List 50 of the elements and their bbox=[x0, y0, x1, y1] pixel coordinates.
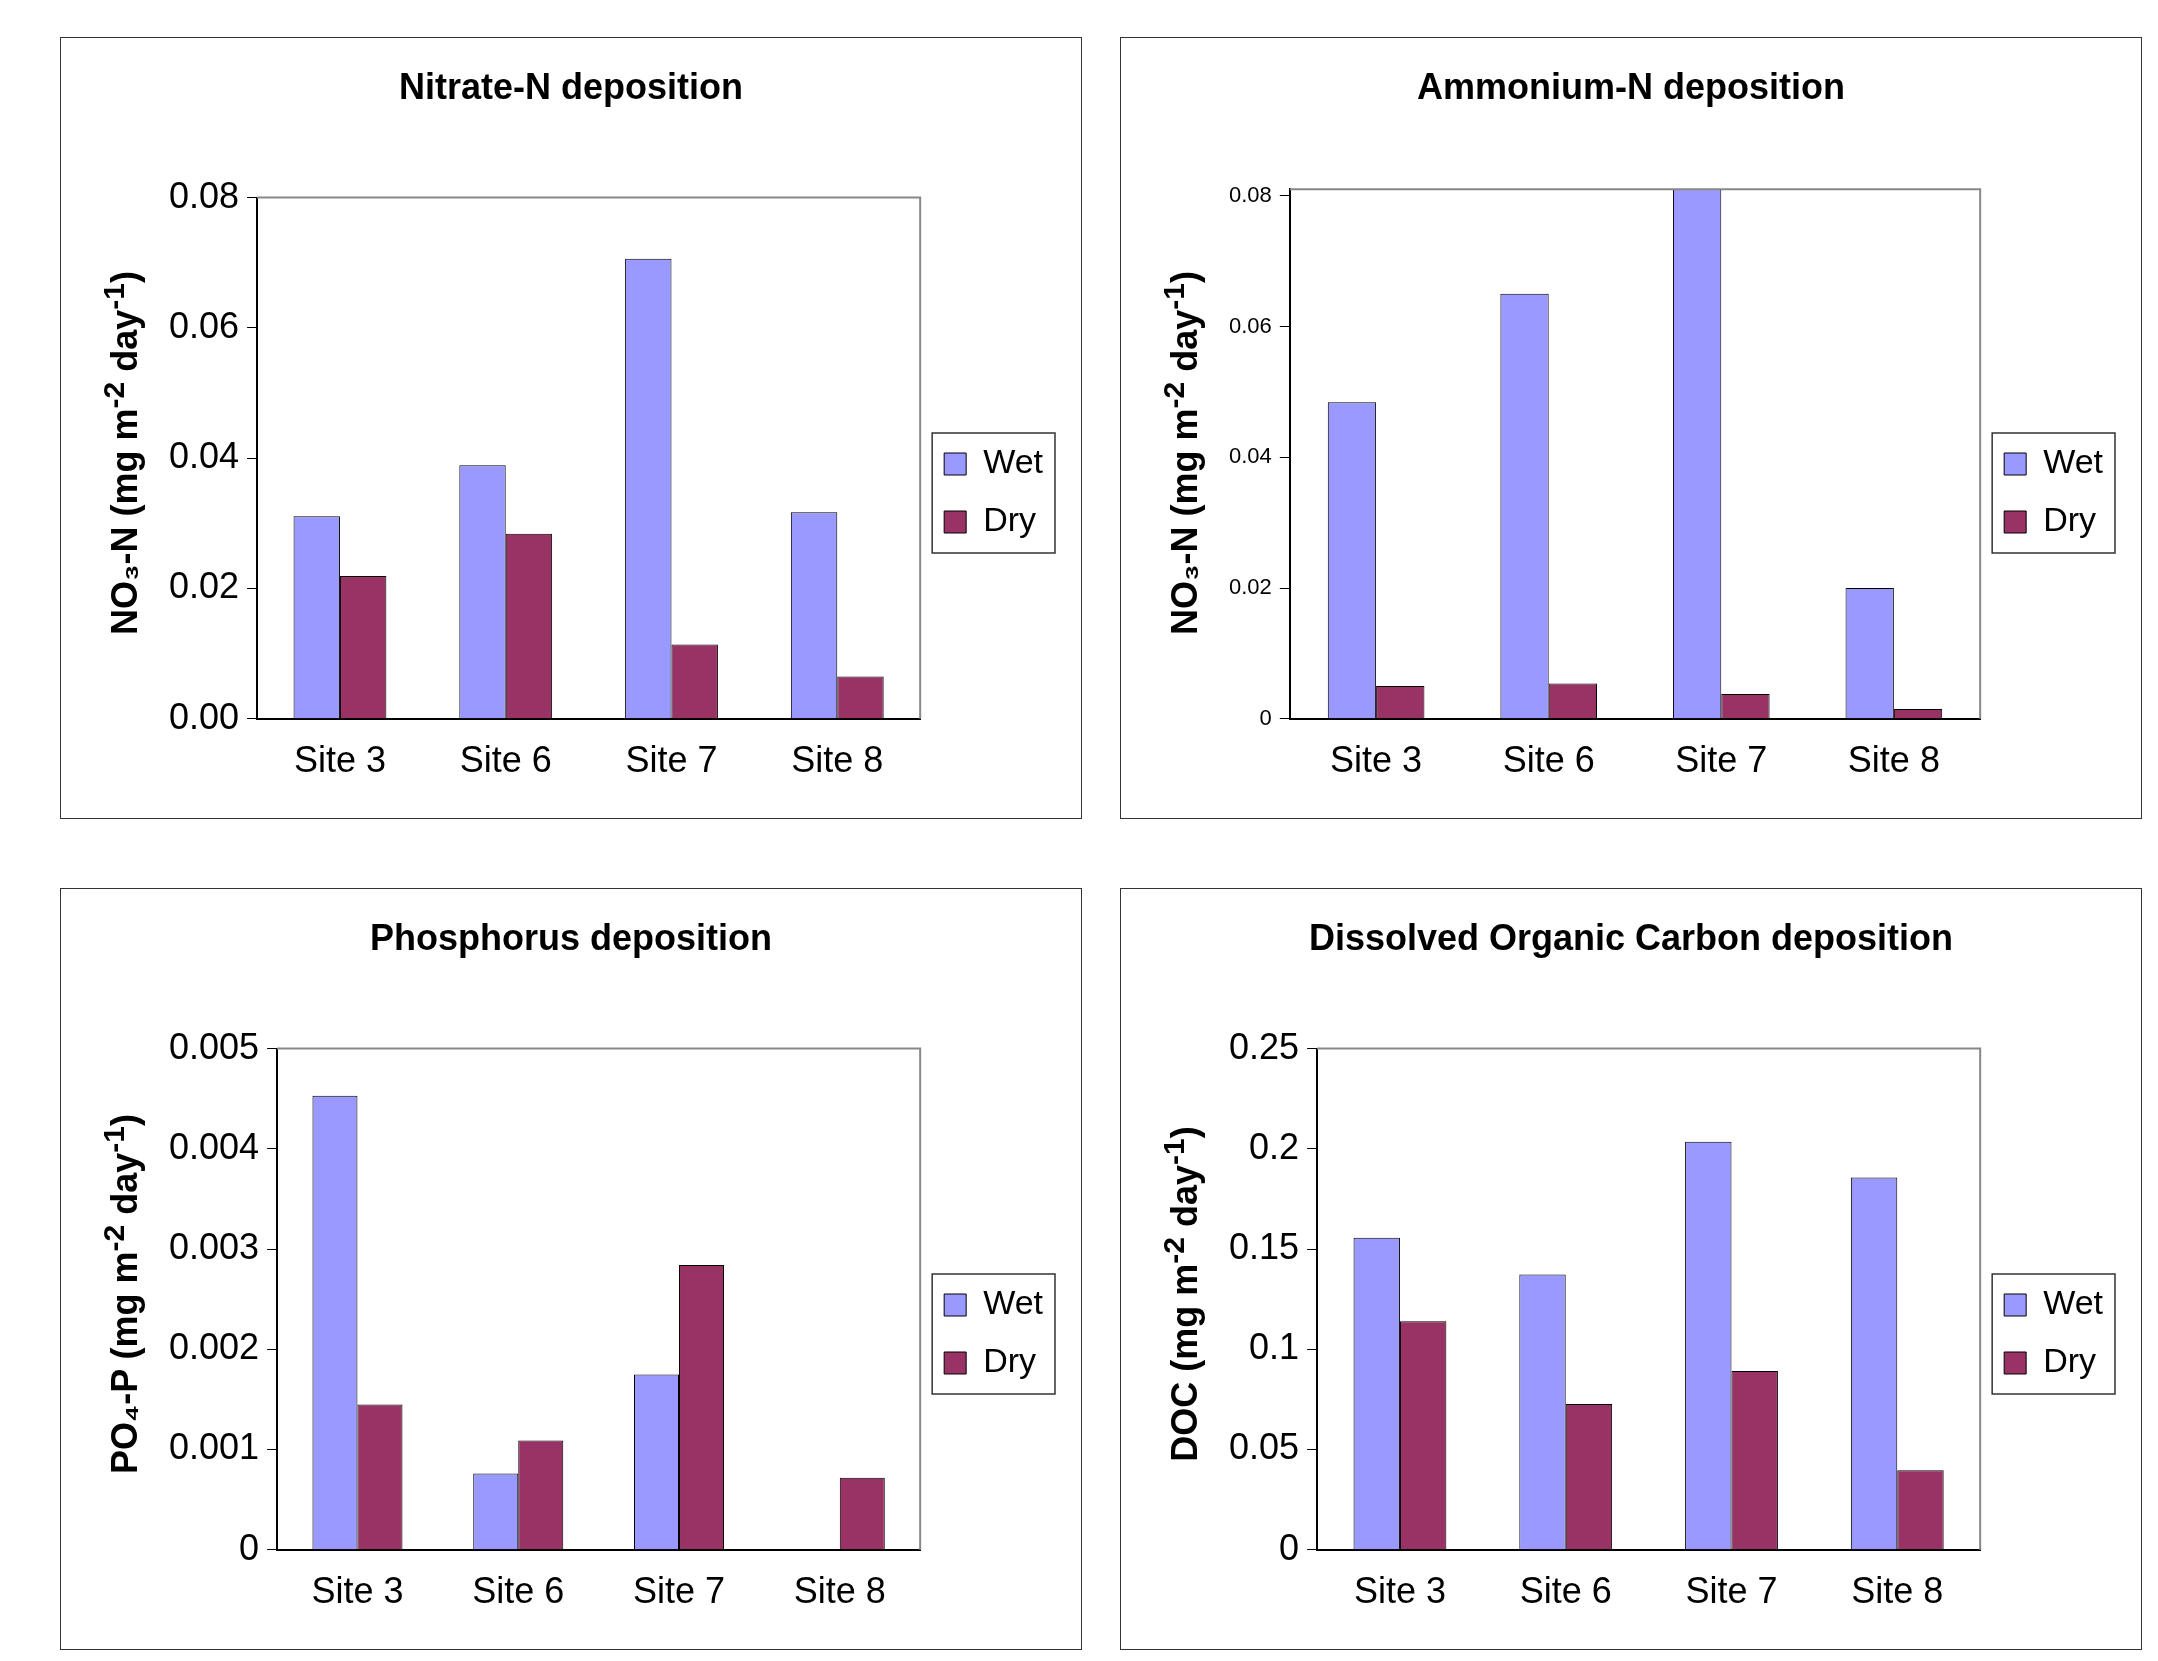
x-tick-label: Site 8 bbox=[1851, 1570, 1944, 1612]
legend-label: Wet bbox=[2043, 442, 2104, 481]
x-tick-label: Site 3 bbox=[293, 739, 386, 781]
y-tick-label: 0.08 bbox=[1228, 181, 1272, 207]
x-tick-label: Site 7 bbox=[1675, 739, 1768, 781]
y-tick-label: 0.004 bbox=[168, 1125, 260, 1167]
chart-title: Ammonium-N deposition bbox=[1416, 66, 1846, 108]
legend-label: Dry bbox=[983, 1341, 1037, 1380]
x-tick-label: Site 6 bbox=[459, 739, 552, 781]
y-tick-label: 0.06 bbox=[1228, 312, 1272, 338]
chart-title: Nitrate-N deposition bbox=[398, 66, 744, 108]
x-tick-label: Site 8 bbox=[791, 739, 884, 781]
y-tick-label: 0.00 bbox=[168, 695, 240, 737]
chart-title: Dissolved Organic Carbon deposition bbox=[1307, 917, 1955, 959]
y-tick-label: 0.25 bbox=[1228, 1025, 1300, 1067]
legend-label: Dry bbox=[983, 500, 1037, 539]
y-tick-label: 0.04 bbox=[1228, 443, 1272, 469]
x-tick-label: Site 7 bbox=[1685, 1570, 1778, 1612]
y-tick-label: 0 bbox=[1259, 704, 1272, 730]
chart-title: Phosphorus deposition bbox=[369, 917, 773, 959]
y-tick-label: 0.02 bbox=[168, 565, 240, 607]
y-tick-label: 0 bbox=[239, 1526, 260, 1568]
y-tick-label: 0.08 bbox=[168, 174, 240, 216]
legend-label: Dry bbox=[2043, 500, 2097, 539]
x-tick-label: Site 8 bbox=[793, 1570, 886, 1612]
x-tick-label: Site 6 bbox=[1502, 739, 1595, 781]
x-tick-label: Site 7 bbox=[632, 1570, 726, 1612]
legend-label: Wet bbox=[983, 1283, 1044, 1322]
y-tick-label: 0.001 bbox=[168, 1426, 260, 1468]
y-tick-label: 0.06 bbox=[168, 304, 240, 346]
y-tick-label: 0.2 bbox=[1249, 1125, 1300, 1167]
legend-label: Wet bbox=[983, 442, 1044, 481]
x-tick-label: Site 3 bbox=[1330, 739, 1423, 781]
y-tick-label: 0.15 bbox=[1228, 1226, 1300, 1267]
y-tick-label: 0.002 bbox=[168, 1326, 260, 1368]
x-tick-label: Site 3 bbox=[311, 1570, 404, 1612]
legend-label: Dry bbox=[2043, 1341, 2097, 1380]
x-tick-label: Site 7 bbox=[625, 739, 718, 781]
y-tick-label: 0.1 bbox=[1249, 1326, 1300, 1368]
y-tick-label: 0.005 bbox=[168, 1025, 260, 1067]
x-tick-label: Site 6 bbox=[472, 1570, 565, 1612]
y-tick-label: 0.05 bbox=[1228, 1426, 1300, 1468]
x-tick-label: Site 3 bbox=[1353, 1570, 1446, 1612]
y-tick-label: 0.003 bbox=[168, 1226, 260, 1267]
y-tick-label: 0.02 bbox=[1228, 574, 1272, 600]
x-tick-label: Site 8 bbox=[1847, 739, 1940, 781]
legend-label: Wet bbox=[2043, 1283, 2104, 1322]
y-tick-label: 0.04 bbox=[168, 435, 240, 477]
y-tick-label: 0 bbox=[1279, 1526, 1300, 1568]
x-tick-label: Site 6 bbox=[1519, 1570, 1612, 1612]
